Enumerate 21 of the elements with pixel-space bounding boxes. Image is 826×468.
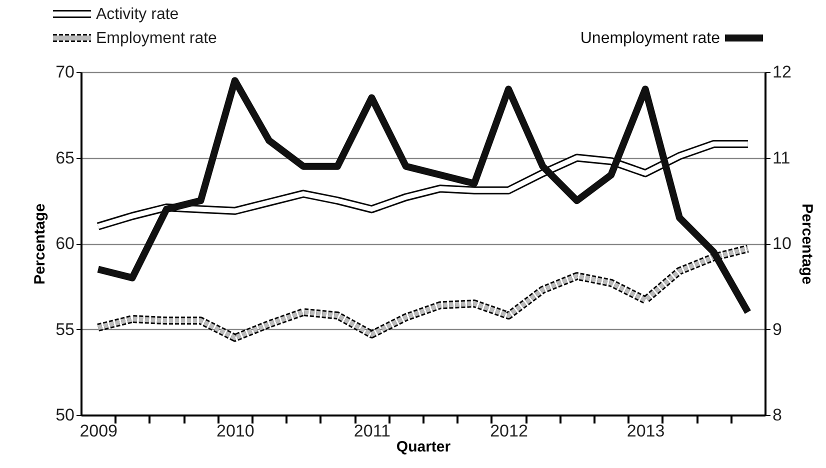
x-tick-label: 2010 [216,422,254,440]
text: Unemployment rate [580,30,720,47]
x-axis-title: Quarter [396,438,451,456]
legend-label: Activity rate [96,6,179,23]
y2-axis-title: Percentage [798,204,816,284]
y-tick-label: 70 [56,62,74,82]
x-tick-label: 2011 [354,422,390,440]
y2-tick-label: 12 [772,62,792,82]
y-axis-title: Percentage [32,204,49,284]
y-tick-label: 55 [56,320,74,339]
legend-label: Employment rate [96,30,218,47]
y-tick-label: 65 [56,148,74,168]
y2-tick-label: 11 [772,148,790,168]
x-tick-label: 2012 [490,422,528,440]
y2-tick-label: 9 [772,320,782,339]
y2-tick-label: 10 [772,234,792,253]
y-tick-label: 60 [56,234,74,253]
x-tick-label: 2013 [626,422,665,440]
y-tick-label: 50 [56,406,74,424]
y2-tick-label: 8 [772,406,782,424]
x-tick-label: 2009 [80,422,118,440]
